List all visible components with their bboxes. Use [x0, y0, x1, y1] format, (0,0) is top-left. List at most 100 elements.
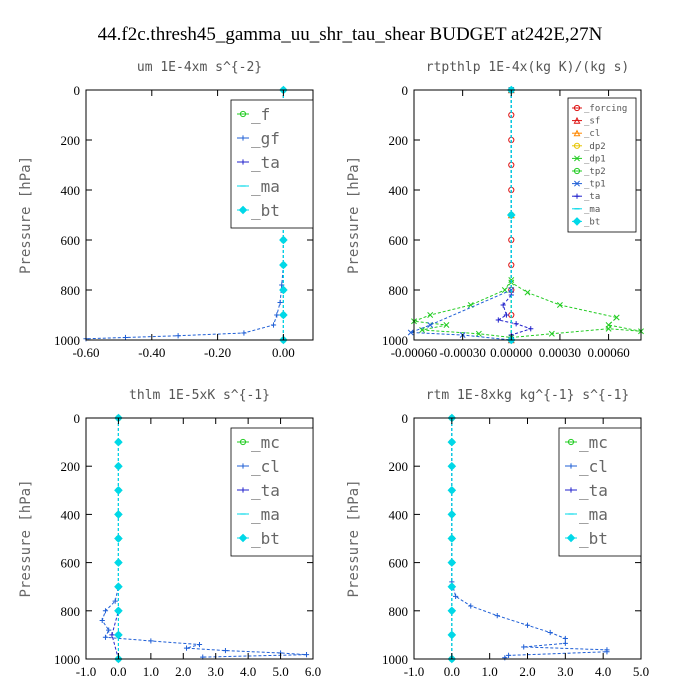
data-point: [279, 235, 288, 245]
legend-marker: [568, 463, 574, 469]
x-tick-label: 4.0: [240, 664, 256, 679]
data-point: [453, 593, 459, 599]
y-tick-label: 0: [74, 83, 81, 98]
y-tick-label: 400: [61, 507, 81, 522]
data-point: [447, 510, 457, 519]
legend-box: [567, 97, 637, 233]
data-point: [447, 534, 457, 543]
series-line: [101, 418, 307, 658]
data-point: [427, 312, 434, 318]
legend-label: _tp2: [584, 167, 606, 177]
legend-label: _tp1: [584, 180, 606, 190]
y-tick-label: 0: [402, 411, 409, 426]
data-point: [468, 603, 474, 609]
x-tick-label: 5.0: [272, 664, 288, 679]
legend-marker: [573, 142, 581, 149]
legend: _mc _cl _ta _ma _bt: [230, 427, 314, 557]
legend-marker: [572, 217, 582, 226]
legend-box: [558, 427, 642, 557]
legend-marker: [573, 104, 581, 112]
data-point: [562, 635, 568, 642]
x-tick-label: 2.0: [519, 664, 535, 679]
legend-marker: [238, 205, 248, 215]
data-point: [270, 322, 277, 328]
legend-marker: [574, 180, 580, 187]
x-tick-label: -0.60: [72, 345, 99, 360]
y-axis-label: Pressure [hPa]: [346, 479, 362, 597]
series-tp1: [407, 87, 515, 343]
data-point: [502, 655, 508, 661]
y-tick-label: 400: [389, 183, 409, 198]
x-tick-label: -0.00060: [391, 345, 438, 360]
legend-marker: [240, 159, 246, 165]
legend-marker: [568, 487, 574, 493]
panel-1: um 1E-4xm s^{-2} Pressure [hPa] -0.60 -0.40…: [18, 60, 314, 360]
legend-label: _bt: [251, 201, 280, 220]
data-point: [447, 461, 457, 471]
y-tick-label: 0: [402, 83, 409, 98]
y-tick-label: 1000: [382, 333, 408, 348]
x-tick-label: 1.0: [482, 664, 498, 679]
legend-marker: [239, 438, 247, 446]
data-point: [475, 330, 482, 337]
legend-label: _bt: [251, 529, 280, 548]
x-tick-label: 0.00060: [587, 345, 629, 360]
y-axis-label: Pressure [hPa]: [346, 156, 362, 274]
y-tick-label: 800: [389, 604, 409, 619]
data-point: [605, 322, 612, 328]
data-point: [106, 627, 112, 633]
x-tick-label: 0.0: [110, 664, 126, 679]
legend-marker: [574, 193, 580, 199]
y-tick-label: 0: [74, 411, 81, 426]
data-point: [547, 629, 553, 636]
data-point: [447, 558, 457, 567]
legend-marker: [573, 129, 581, 137]
legend-label: _dp1: [584, 154, 606, 164]
y-tick-label: 400: [389, 507, 409, 522]
data-point: [114, 510, 123, 519]
panel-4: rtm 1E-8xkg kg^{-1} s^{-1} Pressure [hPa]…: [346, 388, 649, 679]
data-point: [241, 330, 247, 336]
data-point: [279, 310, 288, 320]
legend-marker: [240, 463, 246, 469]
y-tick-label: 600: [389, 233, 409, 248]
legend-label: _cl: [584, 129, 600, 139]
panel-2: rtpthlp 1E-4x(kg K)/(kg s) Pressure [hPa]…: [346, 60, 644, 360]
data-point: [122, 334, 129, 341]
legend-label: _dp2: [584, 142, 606, 152]
y-axis-label: Pressure [hPa]: [18, 156, 34, 274]
data-point: [506, 210, 516, 220]
y-tick-label: 400: [61, 183, 81, 198]
data-point: [114, 582, 123, 592]
legend-marker: [573, 167, 581, 175]
data-point: [447, 606, 457, 616]
data-point: [494, 613, 500, 619]
y-tick-label: 800: [61, 604, 81, 619]
legend-label: _ma: [579, 505, 608, 524]
y-axis-label: Pressure [hPa]: [18, 479, 34, 597]
panel-title: rtm 1E-8xkg kg^{-1} s^{-1}: [426, 388, 630, 403]
data-point: [114, 558, 123, 567]
data-point: [505, 652, 512, 658]
y-tick-label: 600: [389, 556, 409, 571]
legend-label: _ta: [579, 481, 608, 500]
data-point: [528, 326, 534, 332]
y-tick-label: 800: [61, 283, 81, 298]
x-tick-label: -0.00030: [439, 345, 486, 360]
data-point: [419, 327, 426, 333]
data-point: [114, 461, 123, 471]
y-tick-label: 200: [61, 459, 81, 474]
data-point: [443, 322, 450, 328]
plot-frame: [413, 89, 642, 341]
data-point: [222, 647, 229, 654]
legend-label: _ma: [251, 177, 280, 196]
series-line: [413, 90, 642, 339]
data-point: [447, 582, 457, 592]
data-point: [427, 322, 434, 328]
data-point: [274, 312, 280, 318]
data-point: [604, 649, 610, 655]
legend-label: _cl: [251, 457, 280, 476]
series-line: [451, 418, 608, 659]
legend-label: _ta: [251, 153, 280, 172]
